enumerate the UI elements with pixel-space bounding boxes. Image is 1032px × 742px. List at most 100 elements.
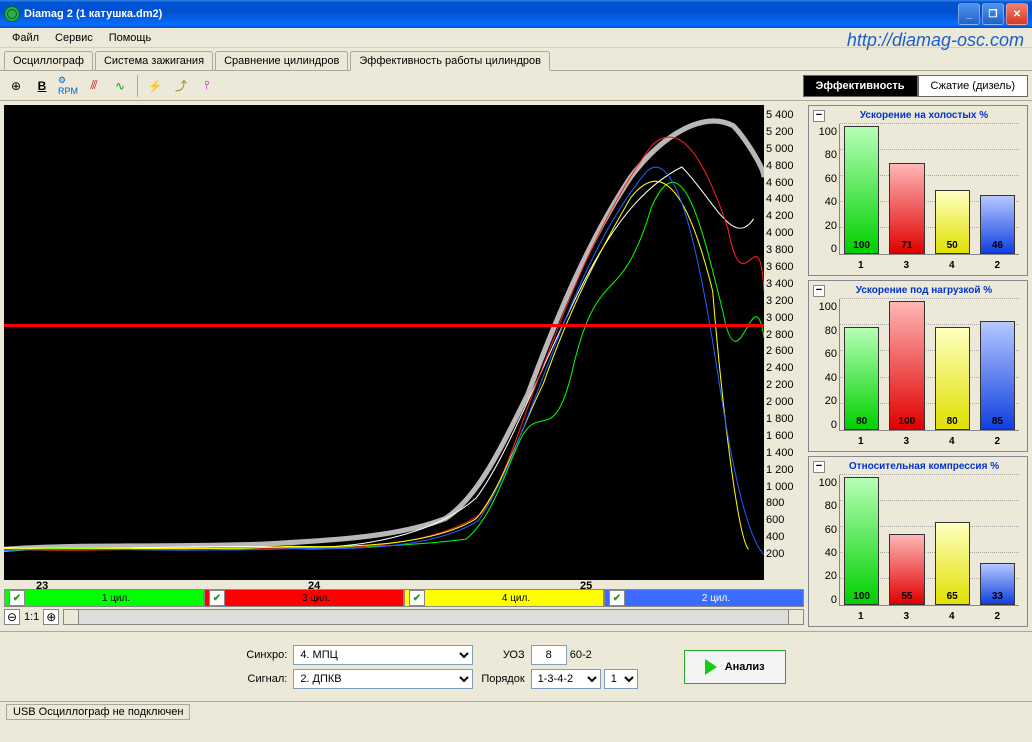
- bar-category: 2: [980, 260, 1016, 271]
- cylinder-checkbox[interactable]: ✔: [209, 590, 225, 606]
- menu-help[interactable]: Помощь: [101, 30, 160, 46]
- tool-rpm-icon[interactable]: ⚙RPM: [56, 74, 80, 98]
- bar-value: 100: [845, 240, 878, 251]
- tab-efficiency[interactable]: Эффективность работы цилиндров: [350, 51, 550, 71]
- bar-value: 71: [890, 240, 923, 251]
- bar-x-axis: 1342: [839, 436, 1019, 447]
- cylinder-checkbox[interactable]: ✔: [9, 590, 25, 606]
- bar-category: 2: [980, 611, 1016, 622]
- chart-x-axis: 23 24 25: [4, 580, 804, 589]
- cylinder-label: 3 цил.: [229, 593, 403, 604]
- window-title: Diamag 2 (1 катушка.dm2): [24, 8, 958, 20]
- bar-plot: 80 100 80 85: [839, 299, 1019, 430]
- mode-tab-compression[interactable]: Сжатие (дизель): [918, 75, 1029, 97]
- app-icon: [4, 6, 20, 22]
- maximize-button[interactable]: ❐: [982, 3, 1004, 25]
- order-label: Порядок: [481, 673, 524, 685]
- bar-category: 3: [889, 436, 925, 447]
- bar-chart-panel: −Ускорение под нагрузкой % 100806040200 …: [808, 280, 1028, 451]
- toolbar: ⊕ B ⚙RPM ⫻ ∿ ⚡ ⤴ ⫯ Эффективность Сжатие …: [0, 71, 1032, 101]
- zoom-bar: ⊖ 1:1 ⊕: [4, 607, 804, 627]
- bar-plot: 100 55 65 33: [839, 475, 1019, 606]
- mode-tab-efficiency[interactable]: Эффективность: [803, 75, 918, 97]
- bar-chart-panel: −Относительная компрессия % 100806040200…: [808, 456, 1028, 627]
- cylinder-checkbox[interactable]: ✔: [609, 590, 625, 606]
- bar-category: 3: [889, 611, 925, 622]
- bar-value: 80: [845, 416, 878, 427]
- bar: 100: [844, 477, 879, 605]
- status-bar: USB Осциллограф не подключен: [0, 701, 1032, 721]
- tab-oscilloscope[interactable]: Осциллограф: [4, 51, 93, 70]
- panel-title: −Относительная компрессия %: [813, 461, 1023, 473]
- bar-value: 33: [981, 591, 1014, 602]
- threshold-line: [4, 324, 764, 327]
- order-select[interactable]: 1-3-4-2: [531, 669, 601, 689]
- menu-file[interactable]: Файл: [4, 30, 47, 46]
- chart-canvas[interactable]: [4, 105, 764, 580]
- uoz-input[interactable]: [531, 645, 567, 665]
- tab-ignition[interactable]: Система зажигания: [95, 51, 213, 70]
- title-bar: Diamag 2 (1 катушка.dm2) _ ❐ ✕: [0, 0, 1032, 28]
- tool-cursor-icon[interactable]: ⊕: [4, 74, 28, 98]
- cylinder-legend-item[interactable]: ✔ 1 цил.: [4, 589, 204, 607]
- collapse-button[interactable]: −: [813, 285, 825, 297]
- cylinder-legend-item[interactable]: ✔4 цил.: [404, 589, 604, 607]
- bar-y-axis: 100806040200: [817, 475, 839, 622]
- bar-value: 100: [890, 416, 923, 427]
- signal-label: Сигнал:: [246, 673, 287, 685]
- watermark-link[interactable]: http://diamag-osc.com: [847, 30, 1024, 51]
- cylinder-legend-item[interactable]: ✔ 3 цил.: [204, 589, 404, 607]
- zoom-in-button[interactable]: ⊕: [43, 609, 59, 625]
- sync-select[interactable]: 4. МПЦ: [293, 645, 473, 665]
- bar: 100: [889, 301, 924, 429]
- panel-title: −Ускорение под нагрузкой %: [813, 285, 1023, 297]
- bar: 85: [980, 321, 1015, 430]
- cylinder-label: 1 цил.: [29, 593, 203, 604]
- bar: 71: [889, 163, 924, 254]
- bar-category: 4: [934, 611, 970, 622]
- collapse-button[interactable]: −: [813, 110, 825, 122]
- horizontal-scrollbar[interactable]: [63, 609, 804, 625]
- menu-service[interactable]: Сервис: [47, 30, 101, 46]
- cylinder-checkbox[interactable]: ✔: [409, 590, 425, 606]
- bar: 33: [980, 563, 1015, 605]
- menu-bar: Файл Сервис Помощь http://diamag-osc.com: [0, 28, 1032, 48]
- bar-category: 1: [843, 611, 879, 622]
- bar: 55: [889, 534, 924, 605]
- minimize-button[interactable]: _: [958, 3, 980, 25]
- cylinder-legend-item[interactable]: ✔ 2 цил.: [604, 589, 804, 607]
- bar-category: 1: [843, 436, 879, 447]
- bar-y-axis: 100806040200: [817, 124, 839, 271]
- close-button[interactable]: ✕: [1006, 3, 1028, 25]
- tool-export-icon[interactable]: ⤴: [169, 74, 193, 98]
- bar-value: 50: [936, 240, 969, 251]
- bar-y-axis: 100806040200: [817, 299, 839, 446]
- bar-plot: 100715046: [839, 124, 1019, 255]
- tool-spark-icon[interactable]: ⚡: [143, 74, 167, 98]
- main-chart[interactable]: 5 4005 2005 0004 8004 6004 4004 2004 000…: [4, 105, 804, 580]
- order-n-select[interactable]: 1: [604, 669, 638, 689]
- bar-category: 3: [889, 260, 925, 271]
- collapse-button[interactable]: −: [813, 461, 825, 473]
- sync-label: Синхро:: [246, 649, 287, 661]
- tab-comparison[interactable]: Сравнение цилиндров: [215, 51, 348, 70]
- tool-marker-icon[interactable]: ⫯: [195, 74, 219, 98]
- signal-select[interactable]: 2. ДПКВ: [293, 669, 473, 689]
- tool-waveform-icon[interactable]: ⫻: [82, 74, 106, 98]
- bar-value: 85: [981, 416, 1014, 427]
- bar: 100: [844, 126, 879, 254]
- play-icon: [705, 659, 717, 675]
- bar-category: 4: [934, 260, 970, 271]
- bar-value: 80: [936, 416, 969, 427]
- bar-category: 4: [934, 436, 970, 447]
- cylinder-label: 2 цил.: [629, 593, 803, 604]
- bar-x-axis: 1342: [839, 260, 1019, 271]
- uoz-suffix: 60-2: [570, 649, 592, 661]
- bar-value: 65: [936, 591, 969, 602]
- tool-bold-icon[interactable]: B: [30, 74, 54, 98]
- zoom-out-button[interactable]: ⊖: [4, 609, 20, 625]
- analyze-button[interactable]: Анализ: [684, 650, 786, 684]
- tool-curve-icon[interactable]: ∿: [108, 74, 132, 98]
- bar: 50: [935, 190, 970, 254]
- bar-x-axis: 1342: [839, 611, 1019, 622]
